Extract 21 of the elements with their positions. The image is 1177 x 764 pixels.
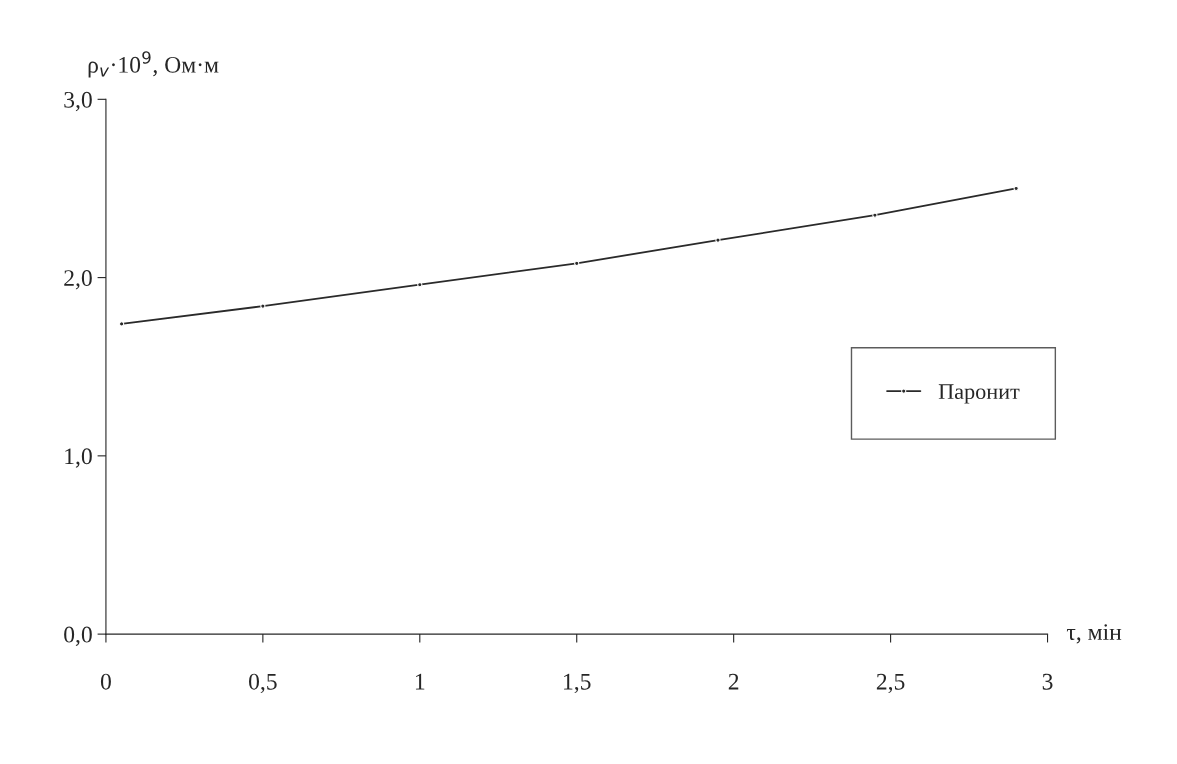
x-tick-label: 1 <box>415 673 425 690</box>
x-tick-label: 2 <box>728 673 739 690</box>
point <box>872 212 878 218</box>
point <box>715 237 721 243</box>
y-tick-label: 1,0 <box>65 448 92 468</box>
y-tick-label: 2,0 <box>64 270 92 290</box>
y-axis-title: ρ$_{v}$·10$^{9}$, Ом·м <box>88 51 219 78</box>
point <box>260 303 266 309</box>
x-tick-label: 0,5 <box>249 673 277 694</box>
point <box>119 321 125 327</box>
x-axis-title: τ, мін <box>1066 624 1122 644</box>
x-tick-label: 1,5 <box>564 673 591 694</box>
x-tick-label: 0 <box>100 673 111 690</box>
x-tick-label: 2,5 <box>876 673 905 694</box>
point <box>417 282 423 288</box>
legend-label: Паронит <box>938 384 1020 404</box>
point <box>574 260 580 266</box>
x-tick-label: 3 <box>1042 673 1053 690</box>
y-tick-label: 3,0 <box>64 91 92 112</box>
point <box>1013 185 1019 192</box>
y-tick-label: 0,0 <box>64 626 92 646</box>
